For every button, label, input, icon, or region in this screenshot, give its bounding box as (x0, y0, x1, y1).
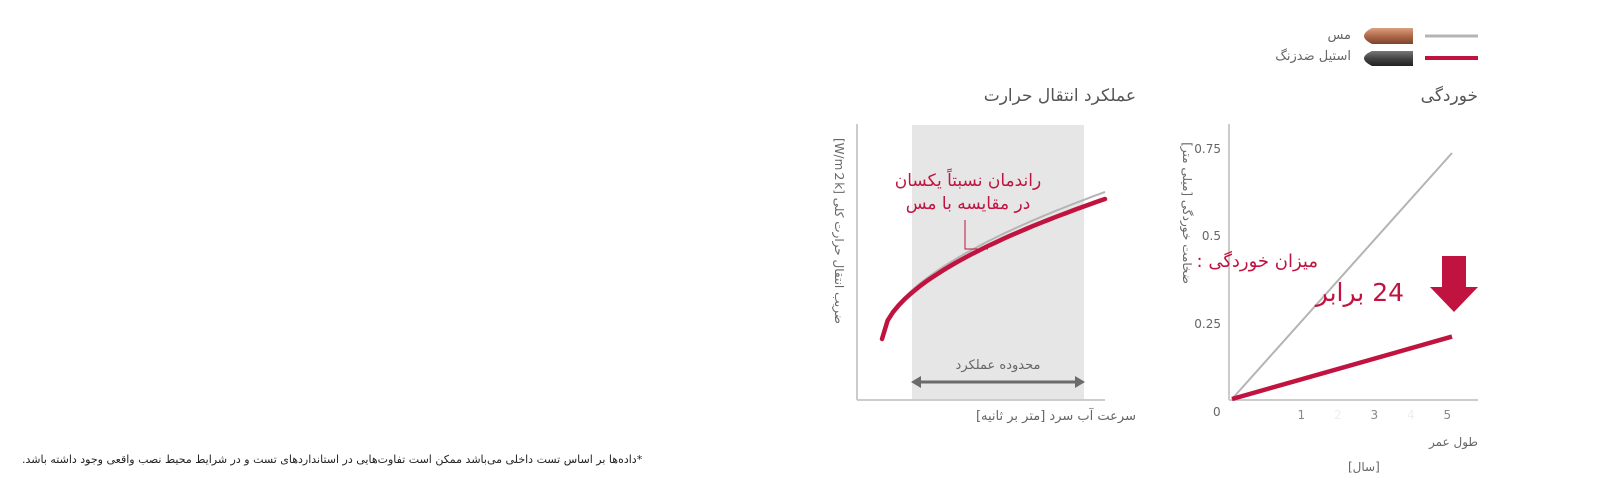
operating-range-label: محدوده عملکرد (955, 358, 1041, 373)
y-tick-label: 0.5 (1201, 229, 1221, 243)
operating-range-arrow (911, 376, 1085, 388)
corrosion-chart-title: خوردگی (1420, 86, 1478, 106)
x-tick-label: 4 (1407, 408, 1415, 422)
footnote: *داده‌ها بر اساس تست داخلی می‌باشد ممکن … (22, 453, 643, 466)
operating-range-band (912, 125, 1084, 400)
corrosion-x-unit: [سال] (1348, 460, 1380, 474)
corrosion-x-label: طول عمر (1428, 435, 1478, 449)
heat-x-label: سرعت آب سرد [متر بر ثانیه] (975, 409, 1136, 424)
arrow-down-icon (1430, 256, 1478, 312)
legend-label-steel: استیل ضدزنگ (1275, 49, 1351, 64)
copper-pipe-swatch (1364, 28, 1413, 44)
x-tick-label: 0 (1213, 405, 1221, 419)
y-tick-label: 0.75 (1194, 141, 1221, 156)
x-tick-label: 2 (1334, 408, 1342, 422)
x-tick-label: 1 (1297, 408, 1306, 422)
annotation-leader-line (964, 220, 988, 250)
heat-y-label: ضریب انتقال حرارت کلی [W/m２k] (832, 137, 846, 324)
y-tick-label: 0.25 (1194, 316, 1221, 331)
heat-chart-title: عملکرد انتقال حرارت (983, 86, 1136, 106)
x-tick-label: 5 (1443, 408, 1452, 422)
heat-annotation-line1: راندمان نسبتاً یکسان (894, 171, 1042, 191)
x-tick-label: 3 (1370, 408, 1379, 422)
corrosion-annotation-value: 24 برابر (1315, 278, 1404, 307)
heat-annotation-line2: در مقایسه با مس (905, 194, 1031, 214)
corrosion-annotation-label: میزان خوردگی : (1196, 251, 1318, 272)
heat-series-steel (879, 196, 1108, 342)
corrosion-y-label: ضخامت خوردگی [میلی متر] (1180, 142, 1194, 284)
corrosion-series-steel (1231, 334, 1453, 402)
legend-label-copper: مس (1327, 28, 1351, 43)
steel-pipe-swatch (1364, 51, 1413, 66)
corrosion-series-copper (1231, 152, 1453, 400)
